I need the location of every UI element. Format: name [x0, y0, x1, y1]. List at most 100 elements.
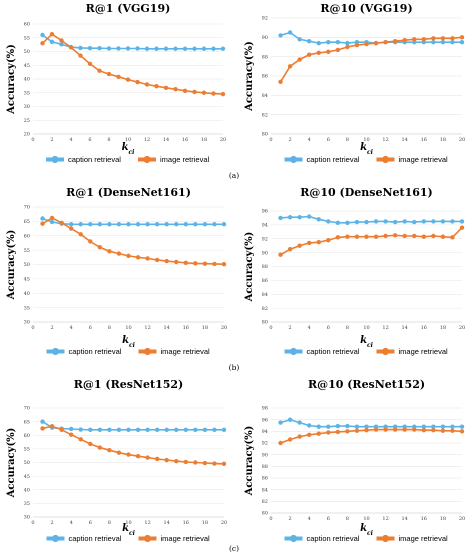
- image-retrieval-point: [326, 237, 331, 243]
- caption-retrieval-point: [154, 222, 160, 227]
- x-tick-label: 4: [70, 325, 73, 331]
- chart-panel-2: R@10 (VGG19) 80 82 84 86 88 90 92 0 2 4 6 8 10 12 14 16 1…: [244, 2, 465, 164]
- image-retrieval-point: [335, 47, 341, 53]
- caption-retrieval-point: [135, 46, 140, 51]
- caption-retrieval-point: [459, 39, 465, 45]
- image-retrieval-line: [41, 33, 224, 95]
- image-retrieval-point: [202, 261, 208, 266]
- image-retrieval-line: [42, 425, 225, 465]
- y-tick-label: 88: [262, 464, 268, 470]
- caption-retrieval-point: [106, 46, 112, 51]
- x-tick-label: 16: [183, 520, 189, 526]
- image-retrieval-point: [49, 31, 55, 37]
- image-retrieval-point: [97, 245, 103, 250]
- caption-retrieval-point: [335, 39, 341, 45]
- x-tick-label: 12: [382, 137, 388, 143]
- image-retrieval-point: [354, 42, 360, 48]
- x-axis-label: kci: [360, 142, 374, 156]
- image-retrieval-point: [421, 37, 426, 42]
- y-tick-label: 96: [262, 417, 268, 423]
- caption-retrieval-point: [145, 222, 150, 227]
- caption-retrieval-point: [364, 424, 369, 429]
- image-retrieval-point: [59, 38, 64, 43]
- x-tick-label: 14: [164, 520, 170, 526]
- caption-retrieval-point: [278, 33, 283, 38]
- image-retrieval-point: [412, 233, 417, 239]
- y-tick-label: 90: [262, 452, 268, 458]
- caption-retrieval-point: [116, 222, 122, 227]
- caption-retrieval-point: [193, 222, 198, 227]
- x-tick-label: 10: [125, 325, 131, 331]
- x-tick-label: 10: [363, 137, 369, 143]
- image-retrieval-point: [212, 261, 217, 267]
- legend-label-caption: caption retrieval: [68, 155, 121, 164]
- image-retrieval-point: [125, 77, 131, 82]
- image-retrieval-point: [354, 234, 360, 239]
- y-tick-label: 92: [262, 441, 268, 447]
- image-retrieval-point: [69, 432, 74, 437]
- caption-retrieval-point: [421, 424, 426, 429]
- legend-label-image: image retrieval: [399, 155, 449, 164]
- x-tick-label: 2: [50, 137, 53, 143]
- image-retrieval-point: [154, 257, 160, 263]
- caption-retrieval-point: [183, 427, 188, 432]
- image-retrieval-point: [431, 36, 436, 41]
- x-tick-label: 6: [327, 325, 330, 331]
- x-tick-label: 20: [220, 137, 226, 143]
- image-retrieval-point: [97, 445, 103, 450]
- image-retrieval-point: [220, 91, 226, 97]
- caption-retrieval-point: [364, 219, 369, 225]
- x-tick-label: 18: [201, 137, 207, 143]
- caption-retrieval-point: [421, 219, 426, 224]
- image-retrieval-point: [174, 458, 179, 464]
- image-retrieval-point: [278, 440, 283, 446]
- y-axis-label: Accuracy(%): [244, 41, 255, 112]
- x-tick-label: 0: [31, 137, 34, 143]
- x-tick-label: 10: [363, 516, 369, 522]
- caption-retrieval-point: [335, 220, 341, 225]
- chart-legend: caption retrieval image retrieval: [284, 347, 448, 356]
- x-tick-label: 14: [163, 137, 169, 143]
- subfigure-label-c: (c): [229, 544, 239, 553]
- y-tick-label: 80: [262, 132, 268, 138]
- image-retrieval-point: [316, 240, 321, 245]
- image-retrieval-point: [135, 79, 140, 85]
- x-tick-label: 4: [69, 137, 72, 143]
- image-retrieval-line: [279, 36, 463, 83]
- image-retrieval-point: [383, 233, 388, 239]
- image-retrieval-point: [97, 68, 102, 73]
- caption-retrieval-point: [221, 427, 227, 432]
- x-tick-label: 10: [363, 325, 369, 331]
- x-tick-label: 0: [269, 325, 272, 331]
- x-tick-label: 8: [108, 520, 111, 526]
- image-retrieval-point: [183, 260, 188, 265]
- legend-label-caption: caption retrieval: [69, 347, 122, 356]
- image-retrieval-point: [59, 427, 64, 432]
- chart-panel-5: R@1 (ResNet152) 30 35 40 45 50 55 60 65 70 0 2 4 6 8 10…: [6, 378, 227, 543]
- caption-retrieval-point: [126, 427, 131, 432]
- x-tick-label: 16: [183, 325, 189, 331]
- x-axis-label: kci: [360, 335, 374, 349]
- image-retrieval-point: [69, 226, 74, 231]
- legend-marker-image: [143, 155, 151, 164]
- caption-retrieval-point: [202, 222, 208, 227]
- image-retrieval-point: [287, 246, 293, 252]
- chart-panel-3: R@1 (DenseNet161) 30 35 40 45 50 55 60 65 70 0 2 4 6 8…: [6, 186, 227, 356]
- image-retrieval-point: [431, 427, 436, 433]
- caption-retrieval-point: [402, 219, 407, 224]
- legend-label-image: image retrieval: [161, 347, 211, 356]
- y-tick-label: 50: [24, 262, 30, 268]
- image-retrieval-point: [450, 235, 455, 240]
- image-retrieval-point: [421, 427, 426, 433]
- y-tick-label: 65: [24, 219, 30, 225]
- x-tick-label: 12: [144, 325, 150, 331]
- image-retrieval-point: [144, 82, 150, 87]
- caption-retrieval-point: [383, 219, 388, 224]
- image-retrieval-point: [345, 429, 350, 434]
- image-retrieval-point: [174, 259, 179, 265]
- chart-title: R@1 (DenseNet161): [66, 186, 191, 199]
- y-tick-label: 40: [24, 291, 30, 297]
- x-tick-label: 4: [308, 325, 311, 331]
- legend-marker-image: [143, 347, 152, 356]
